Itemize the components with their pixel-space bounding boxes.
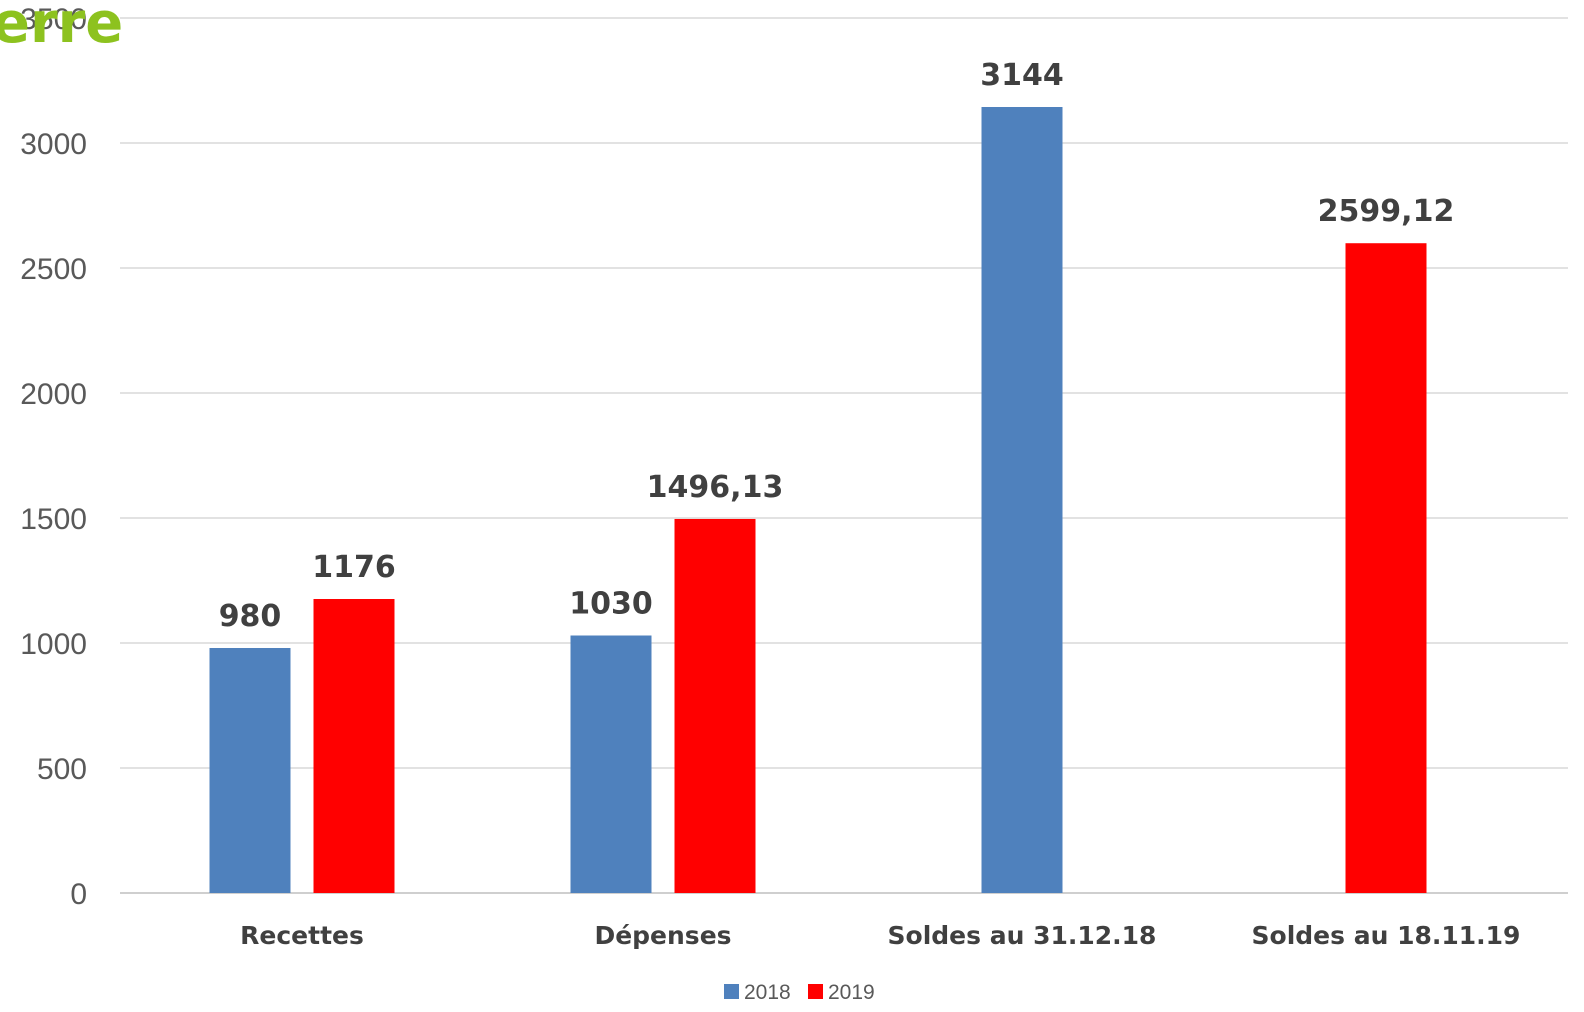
bar-2018-0 bbox=[209, 648, 291, 893]
y-axis: 0 500 1000 1500 2000 2500 3000 3500 bbox=[20, 3, 87, 911]
y-tick-label: 3500 bbox=[20, 3, 87, 36]
y-tick-label: 0 bbox=[70, 878, 87, 911]
legend-swatch-2018 bbox=[724, 984, 739, 999]
y-tick-label: 500 bbox=[37, 753, 87, 786]
bars bbox=[209, 107, 1427, 894]
legend-swatch-2019 bbox=[808, 984, 823, 999]
bar-2019-0 bbox=[313, 599, 395, 893]
data-label-2019-1: 1496,13 bbox=[647, 470, 784, 505]
bar-2019-1 bbox=[674, 518, 756, 893]
category-label: Soldes au 18.11.19 bbox=[1252, 921, 1521, 950]
bar-2018-2 bbox=[981, 107, 1063, 893]
logo-text: erre bbox=[0, 0, 123, 56]
data-labels: 980 1176 1030 1496,13 3144 2599,12 bbox=[219, 58, 1455, 634]
y-tick-label: 2500 bbox=[20, 253, 87, 286]
category-label: Recettes bbox=[240, 921, 364, 950]
bar-2018-1 bbox=[570, 635, 652, 893]
legend-label-2019: 2019 bbox=[828, 981, 875, 1004]
data-label-2019-3: 2599,12 bbox=[1318, 194, 1455, 229]
legend-label-2018: 2018 bbox=[744, 981, 791, 1004]
y-tick-label: 1000 bbox=[20, 628, 87, 661]
y-tick-label: 2000 bbox=[20, 378, 87, 411]
data-label-2019-0: 1176 bbox=[312, 550, 396, 585]
bar-2019-3 bbox=[1345, 243, 1427, 894]
data-label-2018-2: 3144 bbox=[980, 58, 1064, 93]
data-label-2018-1: 1030 bbox=[569, 587, 653, 622]
x-axis: Recettes Dépenses Soldes au 31.12.18 Soldes… bbox=[240, 921, 1520, 950]
y-tick-label: 3000 bbox=[20, 128, 87, 161]
category-label: Soldes au 31.12.18 bbox=[888, 921, 1157, 950]
data-label-2018-0: 980 bbox=[219, 599, 282, 634]
legend: 2018 2019 bbox=[724, 981, 875, 1004]
y-tick-label: 1500 bbox=[20, 503, 87, 536]
category-label: Dépenses bbox=[594, 921, 731, 950]
